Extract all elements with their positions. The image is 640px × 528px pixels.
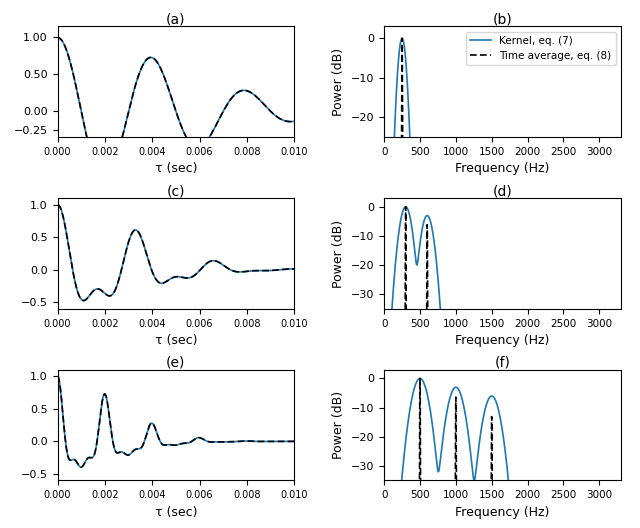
Title: (b): (b) [493, 12, 513, 26]
Y-axis label: Power (dB): Power (dB) [332, 48, 346, 116]
Title: (c): (c) [166, 184, 185, 198]
Title: (d): (d) [493, 184, 513, 198]
Y-axis label: Power (dB): Power (dB) [332, 391, 346, 459]
Title: (f): (f) [495, 356, 511, 370]
Y-axis label: Power (dB): Power (dB) [332, 219, 346, 288]
X-axis label: Frequency (Hz): Frequency (Hz) [455, 506, 550, 518]
X-axis label: τ (sec): τ (sec) [155, 163, 197, 175]
X-axis label: τ (sec): τ (sec) [155, 506, 197, 518]
X-axis label: Frequency (Hz): Frequency (Hz) [455, 163, 550, 175]
Title: (e): (e) [166, 356, 186, 370]
X-axis label: Frequency (Hz): Frequency (Hz) [455, 334, 550, 347]
X-axis label: τ (sec): τ (sec) [155, 334, 197, 347]
Title: (a): (a) [166, 12, 186, 26]
Legend: Kernel, eq. (7), Time average, eq. (8): Kernel, eq. (7), Time average, eq. (8) [466, 32, 616, 65]
